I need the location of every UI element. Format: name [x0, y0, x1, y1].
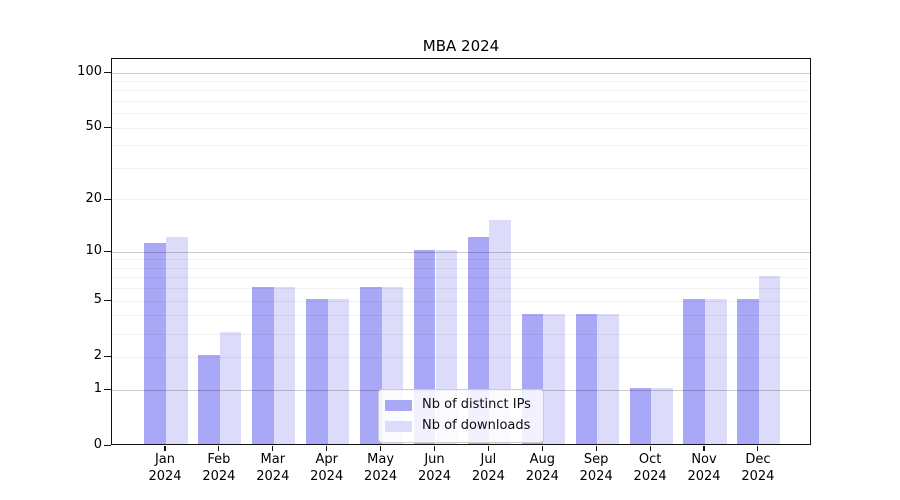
minor-gridline-80	[112, 90, 810, 92]
x-tick-label-nov: Nov 2024	[687, 452, 721, 484]
legend-row-downloads: Nb of downloads	[385, 418, 531, 434]
minor-gridline-5	[112, 300, 810, 302]
minor-gridline-90	[112, 80, 810, 82]
minor-gridline-6	[112, 288, 810, 290]
minor-gridline-70	[112, 101, 810, 102]
bar-distinct-ips-apr	[306, 299, 328, 444]
x-tick-mark-may	[380, 446, 382, 451]
y-tick-label-2: 2	[93, 348, 102, 364]
legend-label-distinct-ips: Nb of distinct IPs	[422, 397, 531, 412]
x-tick-label-oct: Oct 2024	[633, 452, 667, 484]
legend-row-distinct-ips: Nb of distinct IPs	[385, 397, 531, 413]
y-tick-mark-10	[104, 251, 111, 253]
y-tick-label-1: 1	[93, 380, 102, 396]
legend-swatch-downloads-icon	[385, 420, 412, 432]
minor-gridline-3	[112, 333, 810, 335]
minor-gridline-8	[112, 267, 810, 269]
y-tick-label-10: 10	[85, 243, 102, 259]
x-tick-mark-sep	[595, 446, 597, 451]
legend-label-downloads: Nb of downloads	[422, 418, 531, 433]
x-tick-label-jun: Jun 2024	[417, 452, 452, 484]
y-tick-mark-5	[104, 300, 111, 302]
y-tick-mark-1	[104, 389, 111, 391]
y-tick-label-100: 100	[77, 64, 102, 79]
bar-distinct-ips-dec	[737, 299, 759, 444]
x-tick-mark-jun	[433, 446, 436, 451]
bar-downloads-oct	[651, 388, 673, 444]
bar-downloads-aug	[543, 313, 565, 444]
bar-downloads-mar	[273, 286, 296, 444]
minor-gridline-20	[112, 199, 810, 201]
minor-gridline-7	[112, 277, 810, 279]
x-tick-mark-jul	[487, 446, 489, 451]
x-tick-mark-aug	[541, 446, 543, 451]
y-tick-label-20: 20	[85, 190, 102, 206]
x-tick-label-mar: Mar 2024	[256, 452, 290, 484]
y-tick-label-50: 50	[85, 119, 102, 135]
x-tick-mark-nov	[703, 446, 705, 451]
x-tick-mark-jan	[164, 446, 166, 451]
x-tick-label-dec: Dec 2024	[741, 452, 775, 484]
x-tick-mark-mar	[272, 446, 274, 451]
minor-gridline-60	[112, 113, 810, 115]
x-tick-label-jul: Jul 2024	[471, 452, 505, 484]
bar-distinct-ips-may	[360, 286, 382, 444]
x-tick-label-aug: Aug 2024	[525, 452, 559, 484]
minor-gridline-30	[112, 168, 810, 169]
y-tick-label-5: 5	[93, 292, 102, 308]
bar-downloads-nov	[705, 299, 727, 444]
bar-distinct-ips-mar	[252, 286, 274, 444]
legend: Nb of distinct IPs Nb of downloads	[378, 389, 544, 443]
x-tick-label-may: May 2024	[364, 452, 398, 484]
bar-distinct-ips-oct	[629, 388, 652, 444]
x-tick-label-apr: Apr 2024	[310, 452, 344, 484]
minor-gridline-9	[112, 259, 810, 261]
major-gridline-100	[112, 72, 810, 74]
y-tick-label-0: 0	[93, 437, 102, 452]
y-tick-mark-2	[104, 356, 111, 358]
bar-distinct-ips-jan	[144, 243, 166, 444]
y-tick-mark-0	[104, 445, 111, 447]
plot-area	[111, 58, 811, 445]
x-tick-label-sep: Sep 2024	[579, 452, 613, 484]
bar-distinct-ips-feb	[198, 355, 220, 444]
minor-gridline-4	[112, 315, 810, 317]
minor-gridline-50	[112, 127, 810, 129]
x-tick-mark-feb	[218, 446, 220, 451]
bar-downloads-apr	[327, 299, 350, 444]
y-tick-mark-50	[104, 127, 111, 129]
grid-layer	[112, 59, 810, 444]
minor-gridline-2	[112, 356, 810, 358]
y-tick-mark-20	[104, 198, 111, 201]
bar-downloads-feb	[219, 332, 242, 444]
minor-gridline-40	[112, 145, 810, 147]
x-tick-mark-oct	[649, 446, 651, 451]
bar-distinct-ips-nov	[683, 299, 705, 444]
bar-downloads-jan	[166, 236, 188, 444]
x-tick-label-jan: Jan 2024	[148, 452, 182, 484]
bar-distinct-ips-sep	[575, 313, 598, 444]
x-tick-label-feb: Feb 2024	[202, 452, 236, 484]
chart-title: MBA 2024	[422, 37, 500, 55]
x-tick-mark-dec	[757, 446, 759, 451]
bar-downloads-sep	[597, 313, 619, 444]
bar-downloads-jul	[489, 219, 511, 444]
y-tick-mark-100	[104, 72, 111, 74]
bar-downloads-dec	[758, 275, 781, 444]
x-tick-mark-apr	[326, 446, 328, 451]
legend-swatch-distinct-ips-icon	[385, 399, 412, 411]
major-gridline-10	[112, 251, 810, 253]
